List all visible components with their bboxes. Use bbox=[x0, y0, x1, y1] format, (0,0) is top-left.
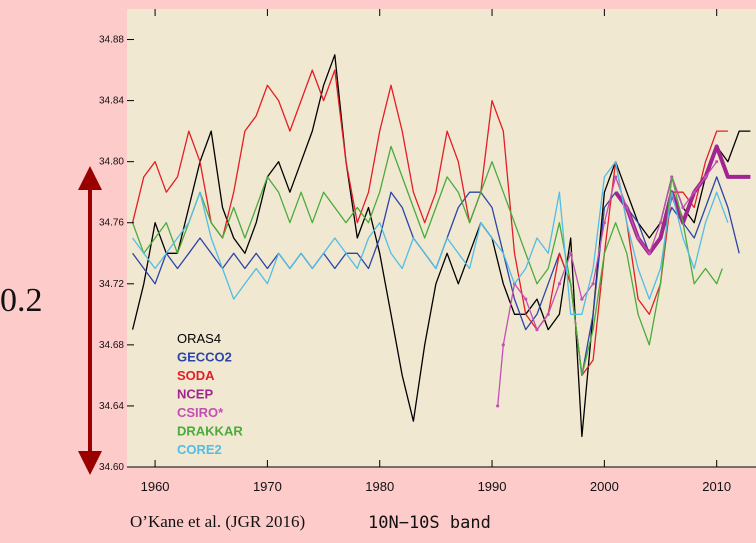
csiro-point bbox=[658, 221, 663, 225]
csiro-point bbox=[524, 297, 528, 301]
citation: O’Kane et al. (JGR 2016) bbox=[130, 512, 306, 531]
csiro-point bbox=[602, 221, 606, 225]
x-tick-label: 2010 bbox=[702, 479, 731, 494]
csiro-point bbox=[681, 205, 685, 210]
csiro-point bbox=[703, 175, 708, 179]
plot-area bbox=[127, 9, 756, 467]
y-tick-label: 34.64 bbox=[99, 401, 124, 412]
x-tick-label: 1970 bbox=[253, 479, 282, 494]
legend-item-oras4: ORAS4 bbox=[177, 331, 221, 346]
series-line-drakkar bbox=[131, 145, 723, 377]
x-tick-label: 2000 bbox=[590, 479, 619, 494]
band-label: 10N−10S band bbox=[368, 513, 491, 533]
csiro-point bbox=[636, 236, 640, 240]
x-tick-label: 1990 bbox=[478, 479, 507, 494]
legend-item-drakkar: DRAKKAR bbox=[177, 424, 243, 439]
csiro-point bbox=[625, 205, 629, 210]
scale-arrow bbox=[78, 166, 102, 475]
x-tick-label: 1960 bbox=[141, 479, 170, 494]
x-tick-label: 1980 bbox=[365, 479, 394, 494]
y-tick-label: 34.72 bbox=[99, 279, 124, 290]
csiro-point bbox=[557, 282, 562, 286]
scale-label: 0.2 bbox=[0, 282, 43, 319]
arrow-head-up bbox=[78, 166, 102, 190]
series-line-oras4 bbox=[131, 54, 751, 438]
csiro-point bbox=[569, 251, 573, 255]
csiro-point bbox=[546, 312, 550, 316]
csiro-point bbox=[715, 160, 719, 164]
legend-item-soda: SODA bbox=[177, 368, 215, 383]
csiro-point bbox=[647, 251, 651, 255]
legend-item-gecco2: GECCO2 bbox=[177, 350, 232, 365]
y-tick-label: 34.84 bbox=[99, 96, 124, 107]
csiro-point bbox=[692, 190, 696, 194]
series-line-soda bbox=[131, 69, 728, 377]
csiro-point bbox=[591, 282, 595, 286]
y-tick-label: 34.80 bbox=[99, 157, 124, 168]
arrow-head-down bbox=[78, 451, 102, 475]
y-tick-label: 34.88 bbox=[99, 35, 124, 46]
csiro-point bbox=[535, 328, 539, 332]
series-line-core2 bbox=[132, 161, 729, 315]
legend-item-core2: CORE2 bbox=[177, 442, 222, 457]
legend-item-csiro: CSIRO* bbox=[177, 405, 224, 420]
csiro-point bbox=[496, 404, 500, 408]
csiro-point bbox=[580, 297, 584, 301]
y-tick-label: 34.76 bbox=[99, 218, 124, 229]
legend-item-ncep: NCEP bbox=[177, 387, 213, 402]
csiro-point bbox=[501, 343, 505, 347]
csiro-point bbox=[613, 175, 618, 179]
y-tick-label: 34.68 bbox=[99, 340, 124, 351]
y-tick-label: 34.60 bbox=[99, 462, 124, 473]
